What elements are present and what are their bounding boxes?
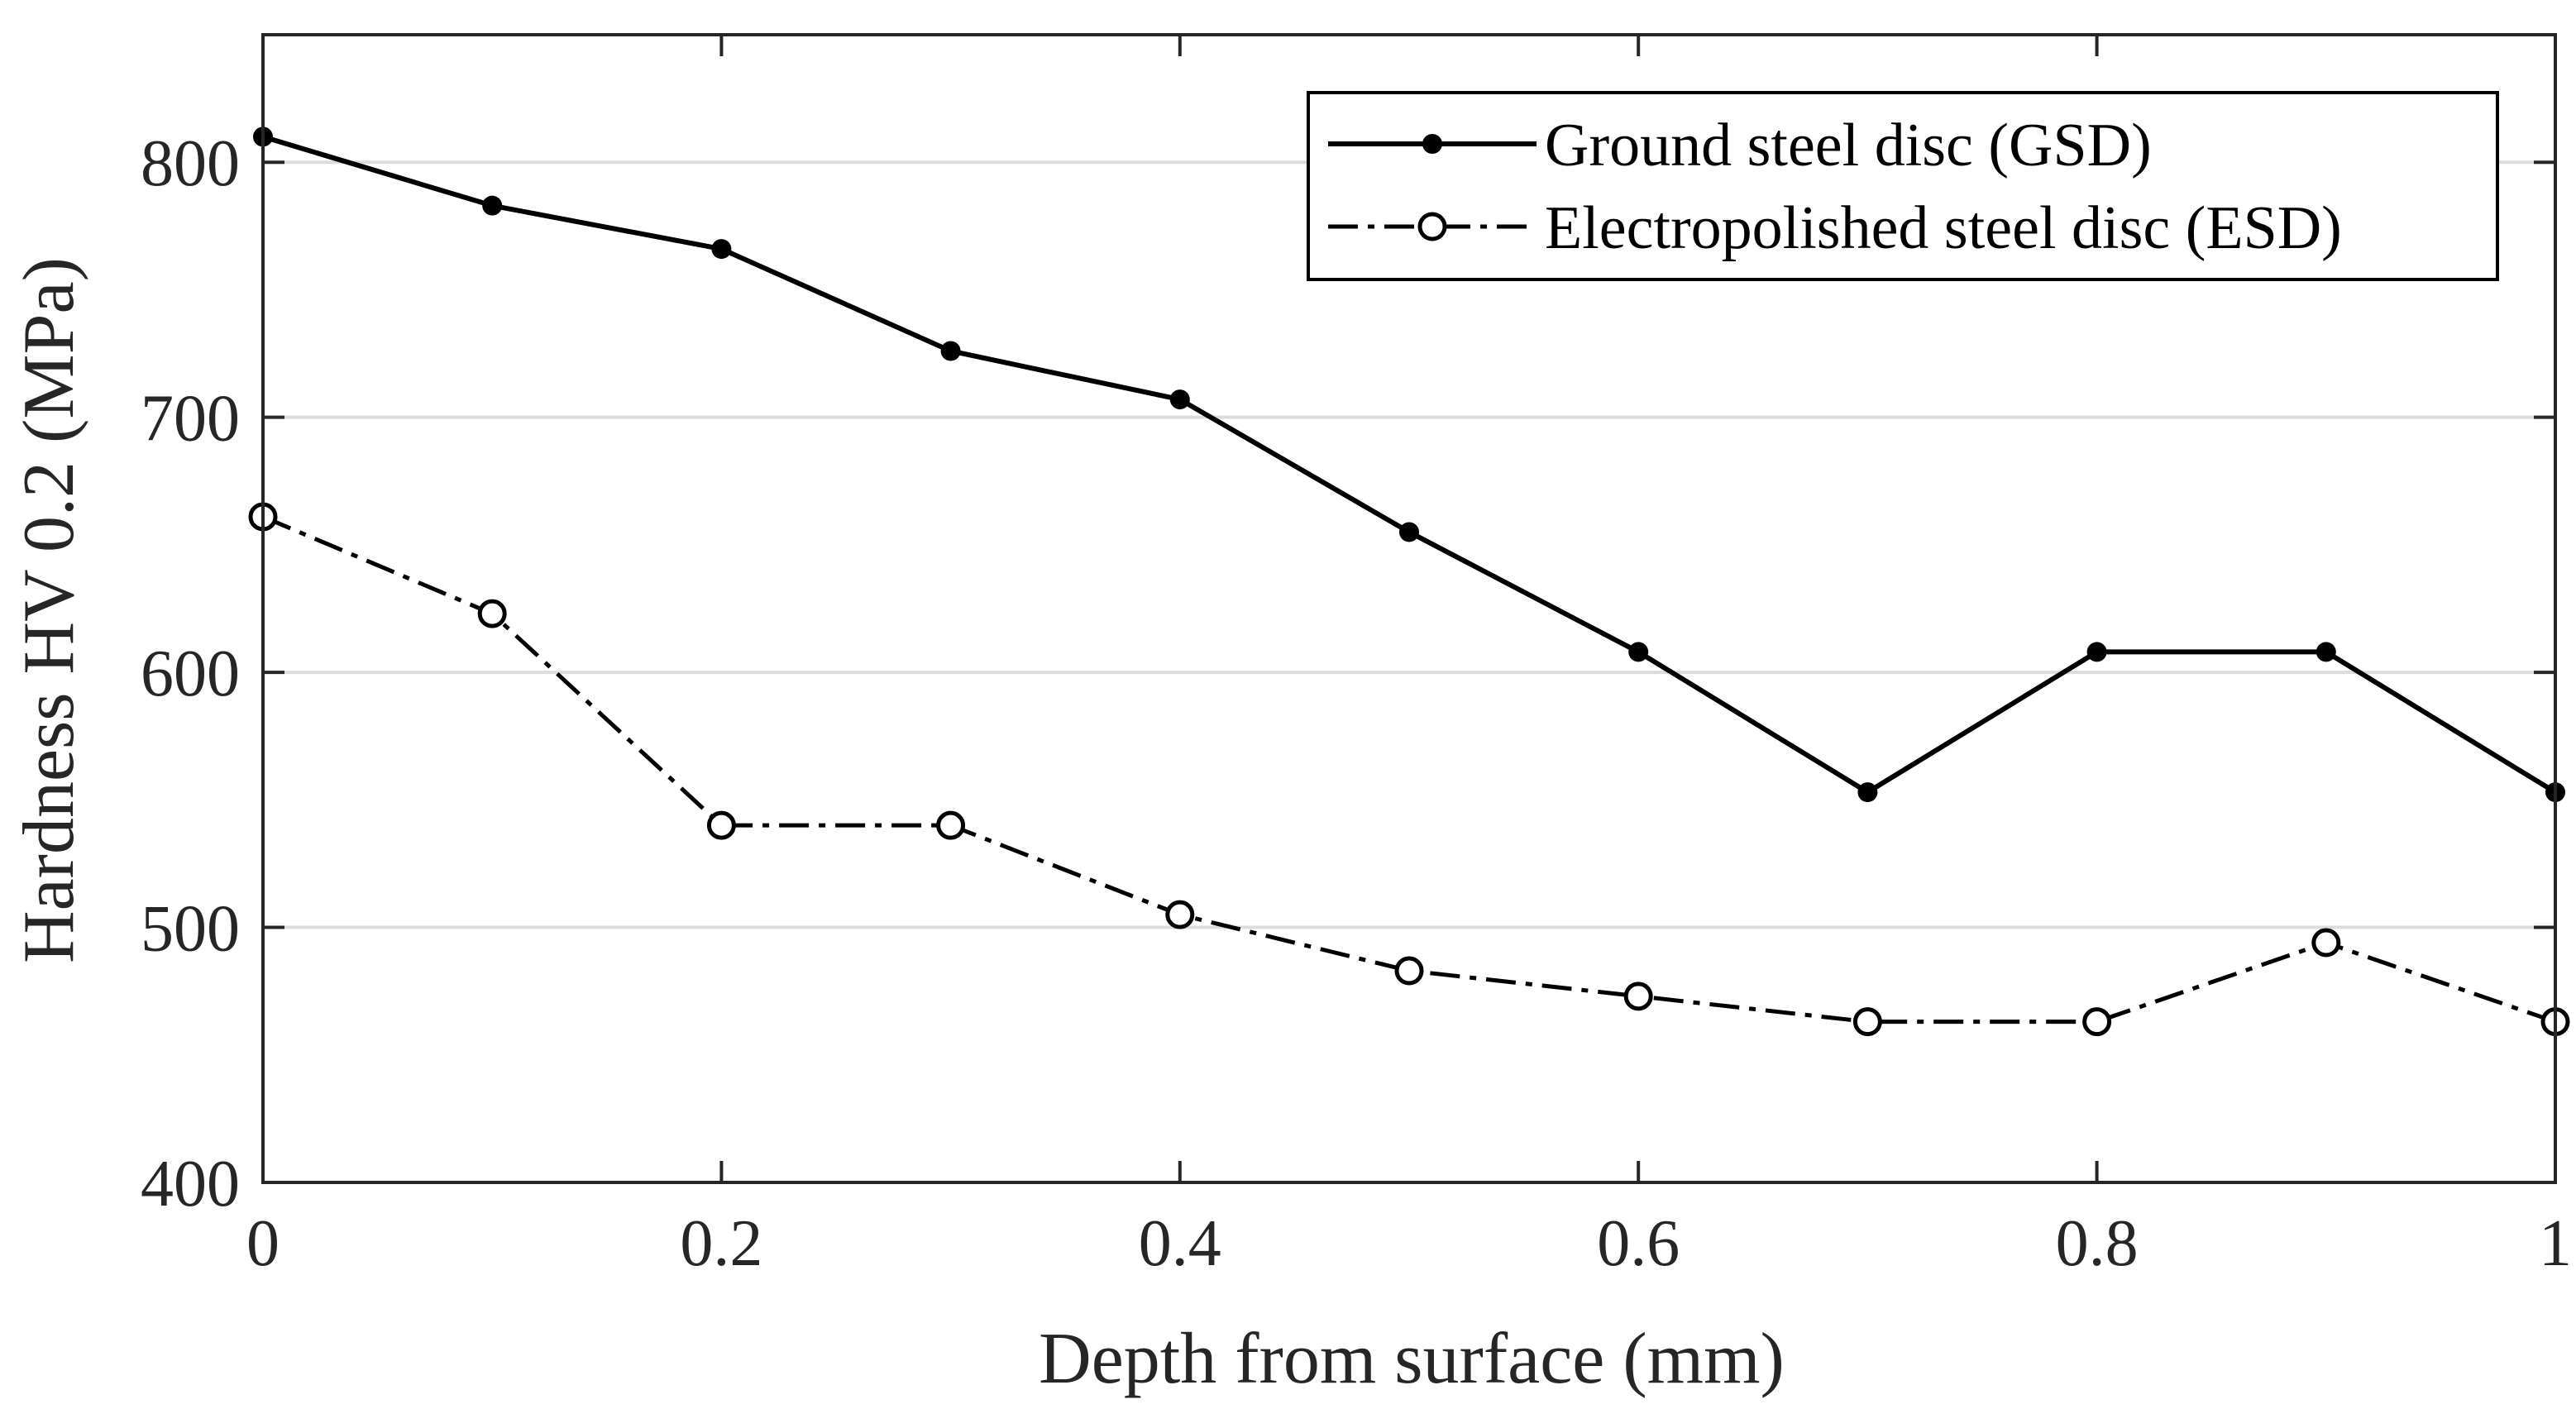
series-group [248,127,2570,1037]
x-tick-label: 0 [246,1207,280,1280]
legend-box [1307,91,2499,281]
y-axis-title: Hardness HV 0.2 (MPa) [9,257,89,963]
x-tick-label: 0.6 [1597,1207,1680,1280]
x-axis-title: Depth from surface (mm) [1039,1319,1785,1399]
data-point-0-1 [482,195,503,216]
data-point-1-7 [1852,1007,1882,1037]
legend-marker-esd [1417,212,1447,241]
data-point-0-6 [1628,642,1649,662]
data-point-0-2 [711,239,732,260]
y-tick-label: 600 [141,638,240,710]
data-point-0-8 [2086,642,2107,662]
y-tick-label: 700 [141,383,240,456]
data-point-0-7 [1857,782,1878,803]
data-point-0-4 [1169,389,1190,410]
data-point-1-4 [1165,900,1195,929]
data-point-1-8 [2082,1007,2112,1037]
legend-label-esd: Electropolished steel disc (ESD) [1545,194,2342,262]
data-point-1-2 [706,810,736,840]
data-point-0-5 [1399,522,1419,542]
legend: Ground steel disc (GSD) Electropolished … [1307,91,2499,281]
data-point-1-6 [1623,982,1653,1011]
data-point-1-5 [1394,956,1424,986]
axes-frame [261,33,2557,1184]
legend-label-gsd: Ground steel disc (GSD) [1545,112,2152,179]
data-point-0-9 [2316,642,2336,662]
legend-entry-gsd: Ground steel disc (GSD) [1328,112,2152,179]
data-point-1-9 [2311,928,2341,958]
data-point-1-1 [477,599,507,628]
y-tick-label: 800 [141,127,240,200]
tick-labels: 0 0.2 0.4 0.6 0.8 1 400 500 600 700 800 [141,127,2572,1280]
x-tick-label: 0.2 [680,1207,762,1280]
x-tick-label: 0.8 [2056,1207,2139,1280]
x-tick-label: 0.4 [1139,1207,1221,1280]
axes-group [261,33,2557,1184]
y-tick-label: 500 [141,893,240,966]
data-point-1-3 [936,810,966,840]
legend-entry-esd: Electropolished steel disc (ESD) [1328,194,2342,262]
series-line-1 [262,514,2556,1025]
data-point-0-3 [940,341,961,361]
x-tick-label: 1 [2539,1207,2572,1280]
y-tick-label: 400 [141,1148,240,1220]
legend-marker-gsd [1422,134,1442,154]
